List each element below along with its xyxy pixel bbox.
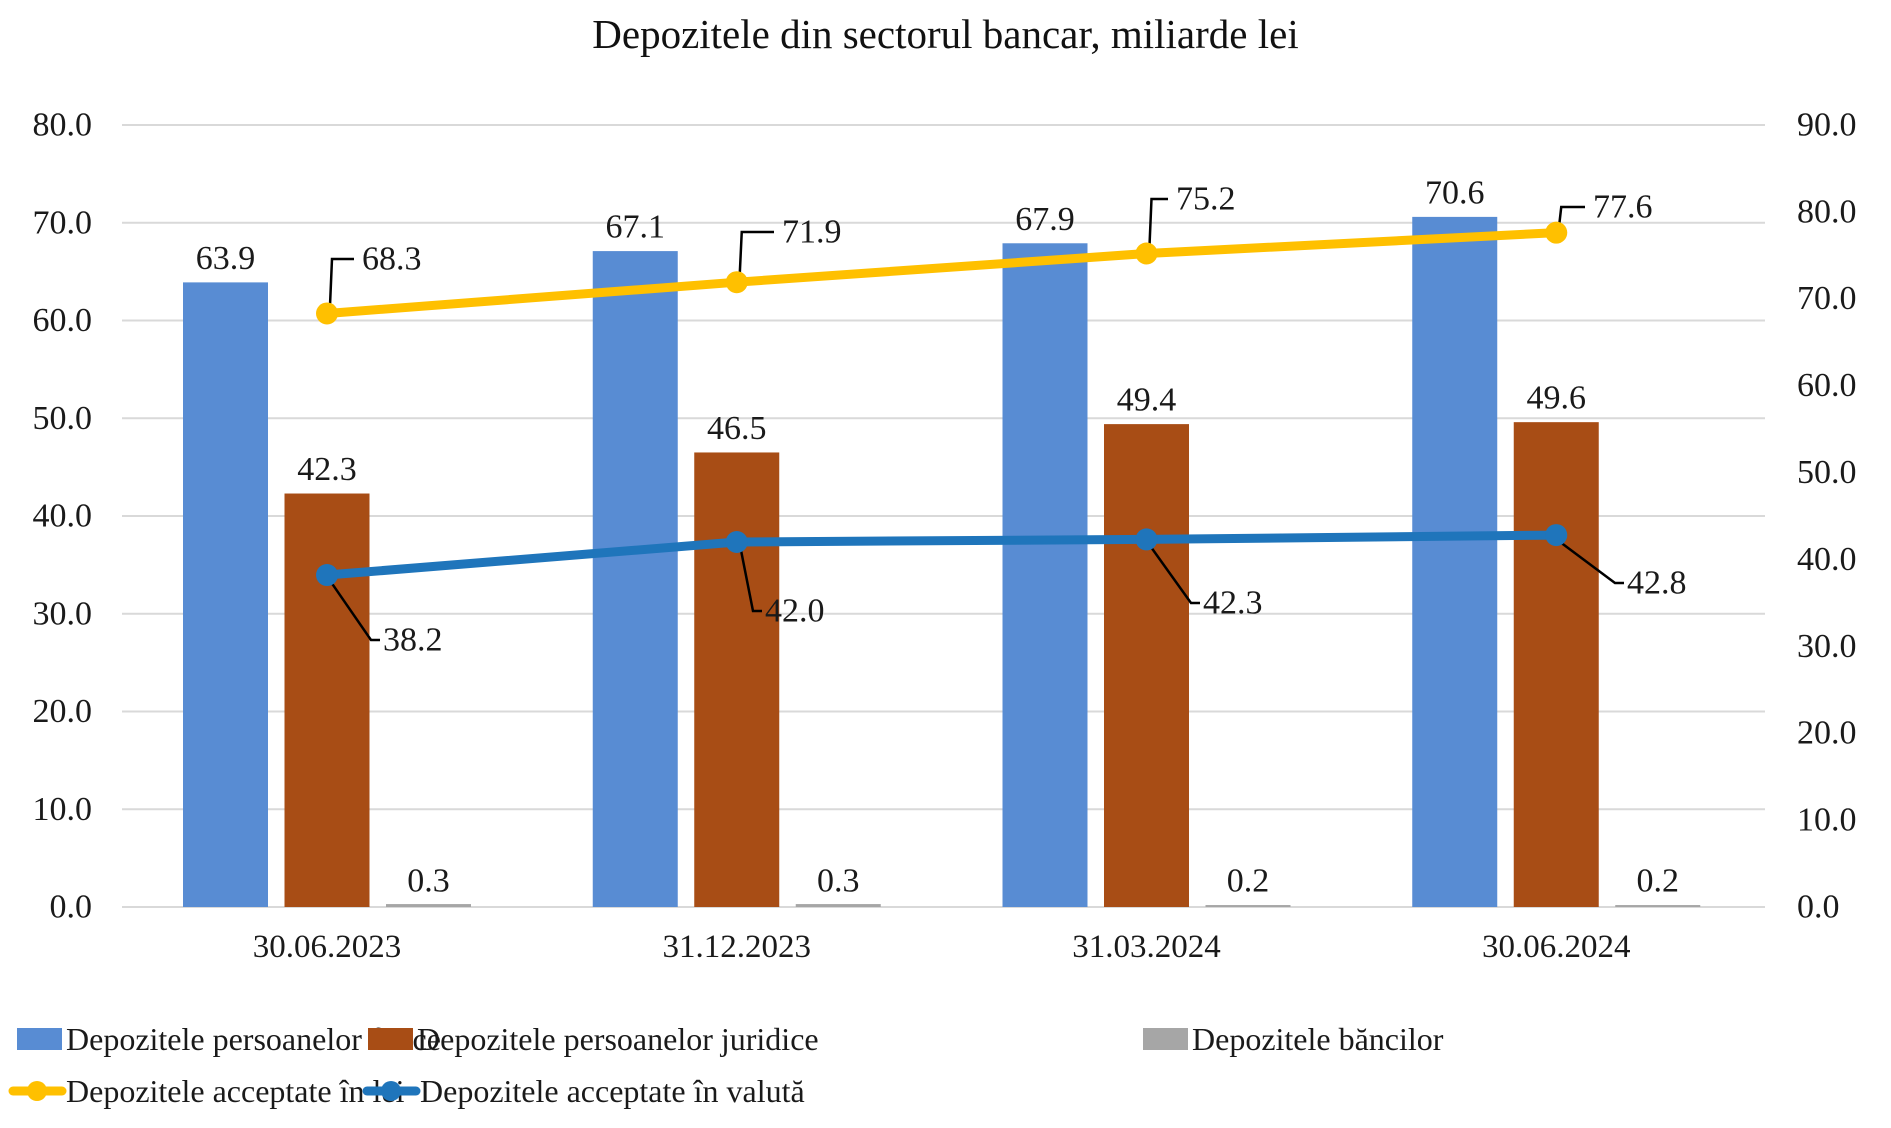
bar-value-label: 67.1: [606, 209, 666, 246]
left-axis-tick-label: 60.0: [33, 302, 93, 339]
right-axis-tick-label: 20.0: [1797, 715, 1857, 752]
legend-swatch: [17, 1028, 62, 1050]
bar-value-label: 70.6: [1425, 174, 1485, 211]
legend-label: Depozitele acceptate în lei: [66, 1073, 405, 1109]
line-point-marker: [316, 564, 338, 587]
legend-label: Depozitele băncilor: [1192, 1021, 1444, 1057]
line-point-marker: [725, 531, 748, 554]
line-point-marker: [316, 302, 338, 325]
callout-leader-line: [328, 257, 354, 306]
bar-value-label: 49.4: [1117, 382, 1177, 419]
right-axis-tick-label: 60.0: [1797, 367, 1857, 404]
line-point-marker: [1545, 524, 1568, 547]
category-label: 31.12.2023: [663, 929, 812, 965]
left-axis-tick-label: 30.0: [33, 595, 93, 632]
bar: [1002, 243, 1088, 908]
bar: [1104, 424, 1189, 907]
legend-line-marker: [381, 1081, 401, 1101]
line-value-label: 68.3: [362, 241, 422, 278]
category-label: 30.06.2024: [1482, 929, 1631, 965]
bar: [694, 452, 780, 907]
bar: [1412, 216, 1498, 907]
line-value-label: 42.8: [1627, 565, 1687, 602]
bar: [183, 282, 268, 907]
callout-leader-line: [1148, 197, 1168, 246]
bar-value-label: 67.9: [1015, 201, 1075, 238]
line-point-marker: [1545, 221, 1568, 244]
callout-leader-line: [1149, 545, 1200, 605]
line-point-marker: [1135, 242, 1158, 265]
line-value-label: 75.2: [1176, 181, 1236, 218]
legend-swatch: [1143, 1028, 1188, 1050]
right-axis-tick-label: 70.0: [1797, 280, 1857, 317]
bar: [795, 904, 881, 907]
bar-value-label: 46.5: [707, 410, 767, 447]
category-label: 30.06.2023: [253, 929, 402, 965]
line-point-marker: [1135, 528, 1158, 551]
line-value-label: 42.3: [1203, 585, 1263, 622]
left-axis-tick-label: 40.0: [33, 498, 93, 535]
callout-leader-line: [739, 548, 762, 613]
left-axis-tick-label: 20.0: [33, 693, 93, 730]
bar: [284, 493, 370, 907]
right-axis-tick-label: 0.0: [1797, 889, 1840, 926]
bar-value-label: 0.3: [817, 863, 860, 900]
legend-swatch: [368, 1028, 413, 1050]
bar-value-label: 0.2: [1227, 863, 1270, 900]
bar-value-label: 42.3: [297, 451, 357, 488]
callout-leader-line: [738, 230, 774, 275]
right-axis-tick-label: 80.0: [1797, 193, 1857, 230]
bar-value-label: 0.3: [407, 863, 450, 900]
callout-leader-line: [329, 581, 380, 642]
left-axis-tick-label: 80.0: [33, 107, 93, 144]
callout-leader-line: [1558, 205, 1585, 225]
bar: [1513, 422, 1599, 907]
category-label: 31.03.2024: [1072, 929, 1221, 965]
bar: [592, 251, 678, 907]
chart-title: Depozitele din sectorul bancar, miliarde…: [592, 11, 1299, 57]
right-axis-tick-label: 10.0: [1797, 802, 1857, 839]
bar-value-label: 0.2: [1637, 863, 1680, 900]
bar-value-label: 63.9: [196, 240, 256, 277]
callout-leader-line: [1559, 541, 1624, 585]
line-point-marker: [725, 271, 748, 294]
left-axis-tick-label: 0.0: [50, 889, 93, 926]
right-axis-tick-label: 50.0: [1797, 454, 1857, 491]
legend-line-marker: [27, 1081, 47, 1101]
left-axis-tick-label: 10.0: [33, 791, 93, 828]
line-value-label: 71.9: [782, 214, 842, 251]
bar: [386, 904, 471, 907]
line-value-label: 77.6: [1593, 189, 1653, 226]
left-axis-tick-label: 50.0: [33, 400, 93, 437]
legend-label: Depozitele acceptate în valută: [420, 1073, 805, 1109]
bar: [1615, 905, 1701, 907]
bar-value-label: 49.6: [1527, 380, 1587, 417]
legend-label: Depozitele persoanelor juridice: [417, 1021, 819, 1057]
bar: [1205, 905, 1291, 907]
right-axis-tick-label: 30.0: [1797, 628, 1857, 665]
series-line: [322, 530, 1561, 580]
series-line: [322, 228, 1561, 318]
right-axis-tick-label: 90.0: [1797, 106, 1857, 143]
right-axis-tick-label: 40.0: [1797, 541, 1857, 578]
line-value-label: 38.2: [383, 622, 443, 659]
left-axis-tick-label: 70.0: [33, 204, 93, 241]
line-value-label: 42.0: [765, 593, 825, 630]
